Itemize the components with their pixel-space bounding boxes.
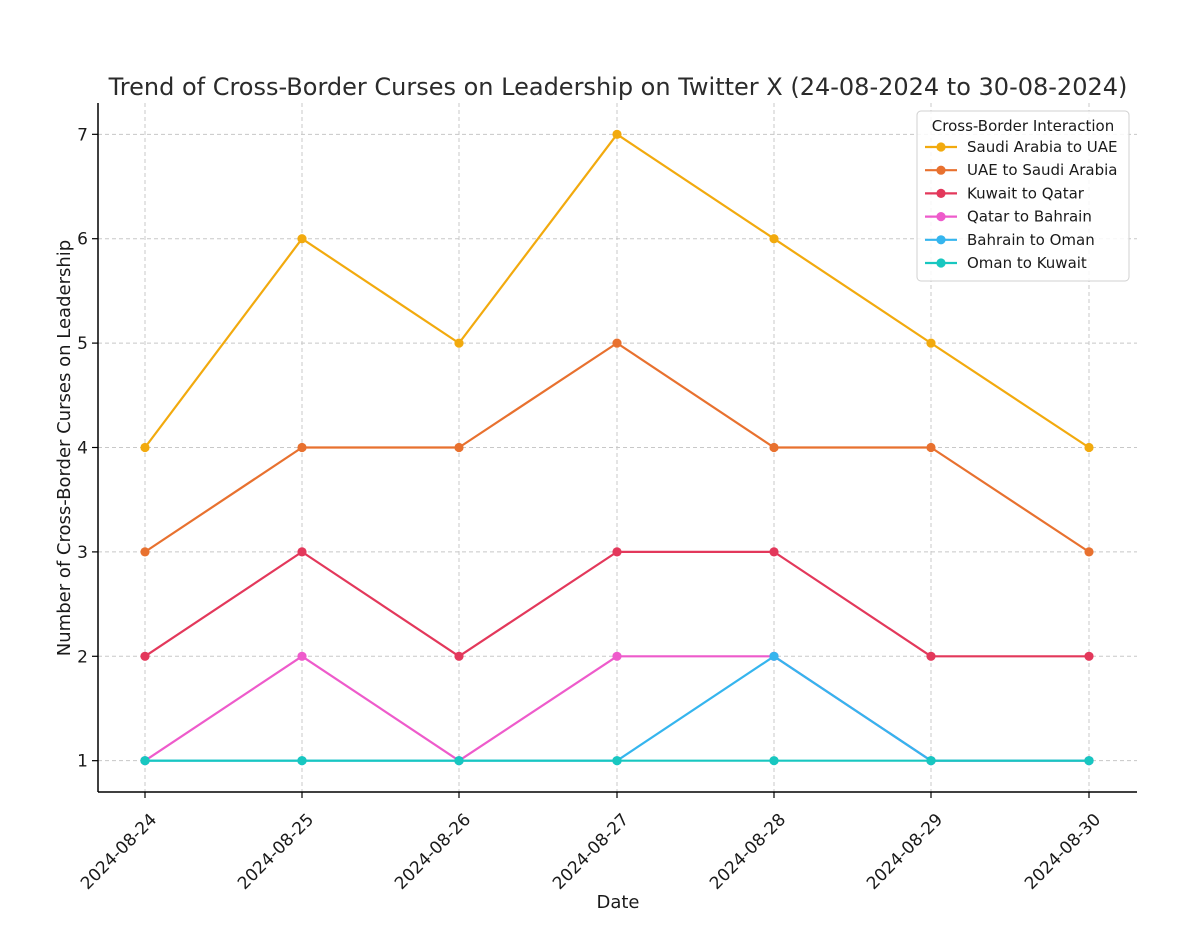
x-tick-label: 2024-08-28 [706,810,790,894]
data-point [1084,651,1094,661]
data-point [612,651,622,661]
data-point [612,129,622,139]
y-axis-label: Number of Cross-Border Curses on Leaders… [54,240,75,656]
data-point [769,756,779,766]
data-point [612,756,622,766]
chart-title: Trend of Cross-Border Curses on Leadersh… [108,73,1128,101]
legend-label: Kuwait to Qatar [967,184,1085,202]
data-point [454,442,464,453]
x-tick-label: 2024-08-29 [863,810,947,894]
x-tick-label: 2024-08-24 [77,810,161,894]
data-point [454,651,464,661]
data-point [297,651,307,661]
x-tick-label: 2024-08-30 [1021,810,1105,894]
series-uae-to-saudi-arabia [140,338,1094,557]
y-tick-label: 6 [77,230,88,250]
data-point [297,547,307,557]
data-point [140,442,150,453]
data-point [140,756,150,766]
legend-box [916,110,1130,282]
y-tick-label: 7 [77,125,88,145]
legend-swatch-marker [936,235,946,245]
data-point [1084,756,1094,766]
legend-label: Saudi Arabia to UAE [967,138,1118,156]
series-lines [140,129,1094,766]
data-point [454,338,464,348]
legend-label: Qatar to Bahrain [967,208,1092,226]
x-tick-label: 2024-08-26 [391,810,475,894]
legend-swatch-marker [936,188,946,198]
series-oman-to-kuwait [140,756,1094,766]
legend-item: Saudi Arabia to UAE [925,138,1118,156]
data-point [140,651,150,661]
data-point [297,234,307,244]
data-point [297,756,307,766]
legend-label: Oman to Kuwait [967,254,1087,272]
y-tick-label: 1 [77,752,88,772]
data-point [926,442,936,453]
series-saudi-arabia-to-uae [140,129,1094,453]
legend: Cross-Border Interaction Saudi Arabia to … [916,110,1130,282]
legend-item: Qatar to Bahrain [925,208,1092,226]
y-tick-label: 2 [77,647,88,667]
legend-label: UAE to Saudi Arabia [967,161,1118,179]
x-tick-label: 2024-08-25 [234,810,318,894]
data-point [926,338,936,348]
x-axis-label: Date [596,892,639,913]
data-point [926,756,936,766]
series-kuwait-to-qatar [140,547,1094,661]
y-tick-label: 3 [77,543,88,563]
data-point [926,651,936,661]
legend-item: Oman to Kuwait [925,254,1087,272]
legend-swatch-marker [936,212,946,222]
data-point [769,442,779,453]
data-point [612,338,622,348]
legend-swatch-marker [936,258,946,268]
data-point [1084,442,1094,453]
data-point [769,651,779,661]
legend-swatch-marker [936,165,946,175]
legend-title: Cross-Border Interaction [932,117,1114,135]
data-point [454,756,464,766]
data-point [1084,547,1094,557]
data-point [769,234,779,244]
legend-label: Bahrain to Oman [967,231,1095,249]
legend-item: Bahrain to Oman [925,231,1095,249]
data-point [612,547,622,557]
data-point [140,547,150,557]
data-point [769,547,779,557]
legend-swatch-marker [936,142,946,152]
data-point [297,442,307,453]
legend-item: UAE to Saudi Arabia [925,161,1118,179]
y-tick-label: 4 [77,439,88,459]
x-tick-label: 2024-08-27 [549,810,633,894]
y-tick-label: 5 [77,334,88,354]
legend-item: Kuwait to Qatar [925,184,1085,202]
